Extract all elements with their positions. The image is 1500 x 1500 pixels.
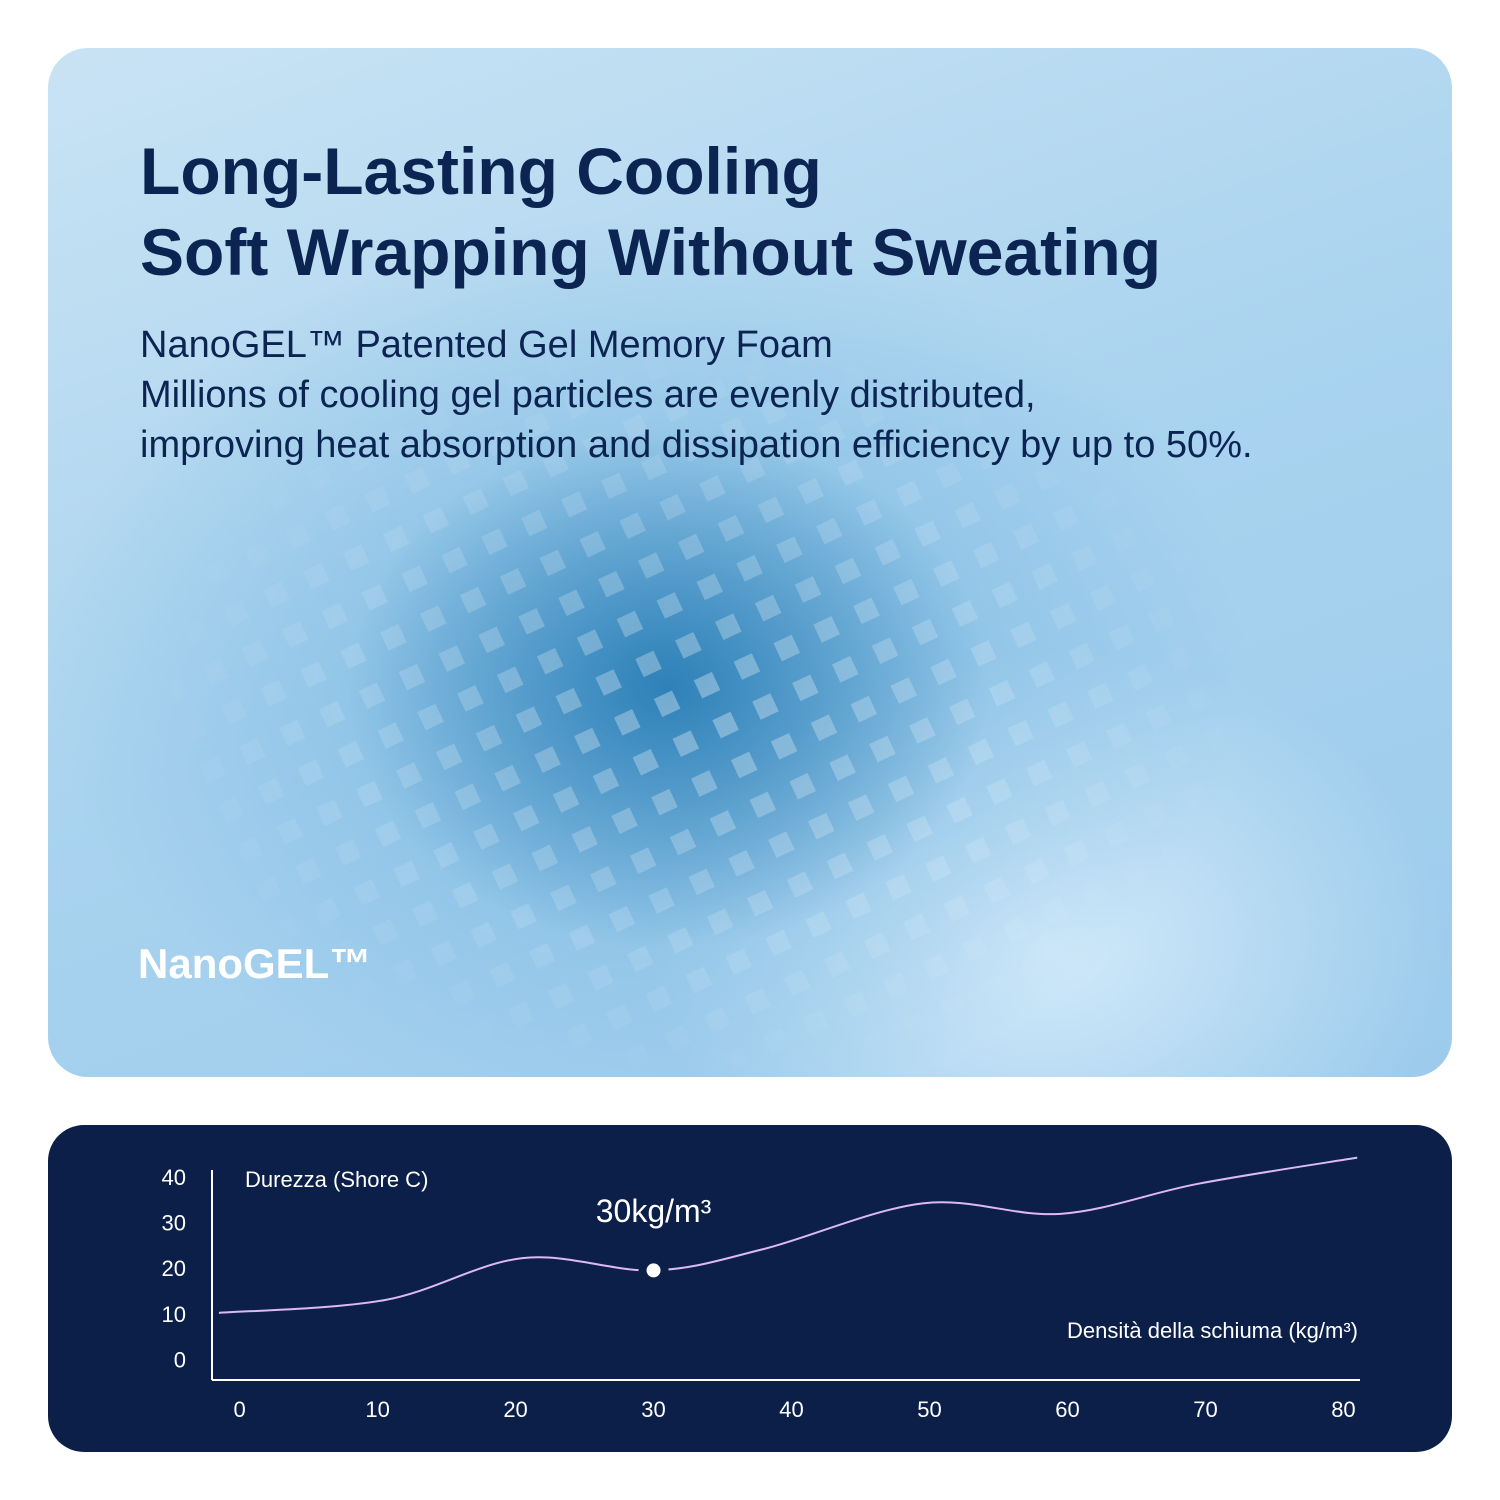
chart-card: Durezza (Shore C) Densità della schiuma … [48, 1125, 1452, 1452]
x-tick-label: 70 [1193, 1397, 1217, 1422]
x-tick-label: 10 [365, 1397, 389, 1422]
y-tick-label: 30 [162, 1211, 186, 1236]
y-tick-label: 10 [162, 1302, 186, 1327]
highlight-label: 30kg/m³ [596, 1193, 712, 1229]
y-axis-title: Durezza (Shore C) [245, 1167, 428, 1192]
pattern [48, 48, 1452, 1077]
chart: Durezza (Shore C) Densità della schiuma … [162, 1156, 1360, 1422]
body-line: improving heat absorption and dissipatio… [140, 424, 1253, 466]
x-tick-label: 40 [779, 1397, 803, 1422]
highlight-point [638, 1255, 669, 1286]
x-tick-label: 80 [1331, 1397, 1355, 1422]
y-tick-label: 0 [174, 1348, 186, 1373]
x-tick-label: 30 [641, 1397, 665, 1422]
x-tick-label: 60 [1055, 1397, 1079, 1422]
x-axis-title: Densità della schiuma (kg/m³) [1067, 1318, 1358, 1343]
title-line: Soft Wrapping Without Sweating [140, 215, 1162, 289]
y-tick-label: 20 [162, 1256, 186, 1281]
logo: NanoGEL™ [138, 940, 372, 987]
y-tick-label: 40 [162, 1165, 186, 1190]
x-tick-label: 20 [503, 1397, 527, 1422]
x-tick-label: 50 [917, 1397, 941, 1422]
body-line: Millions of cooling gel particles are ev… [140, 374, 1036, 416]
title-line: Long-Lasting Cooling [140, 134, 822, 208]
hero-card: Long-Lasting Cooling Soft Wrapping Witho… [48, 48, 1452, 1077]
body-line: NanoGEL™ Patented Gel Memory Foam [140, 324, 833, 366]
x-tick-label: 0 [233, 1397, 245, 1422]
line [218, 1156, 1358, 1314]
